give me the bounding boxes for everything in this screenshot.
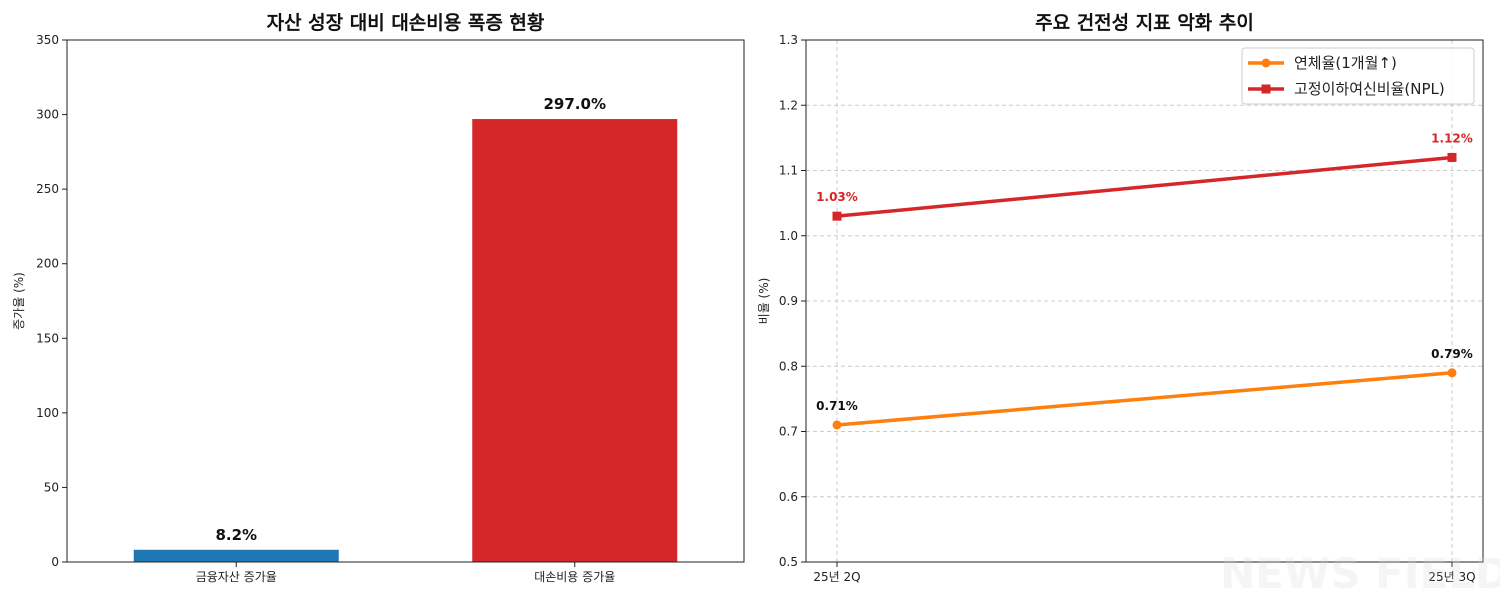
- series-line: [836, 155, 1453, 218]
- bar-value-label: 297.0%: [544, 95, 606, 113]
- y-tick-label: 350: [36, 33, 59, 47]
- x-tick-label: 25년 2Q: [813, 570, 860, 584]
- y-tick-label: 200: [36, 257, 59, 271]
- line-chart-panel: 주요 건전성 지표 악화 추이 0.5 0.6 0.7 0.8 0.9 1.0 1.1 1.2 1…: [757, 12, 1484, 584]
- y-tick-label: 0.5: [779, 555, 798, 569]
- y-axis-label: 비율 (%): [757, 278, 771, 325]
- data-point: [832, 211, 842, 221]
- data-point-label: 1.12%: [1431, 131, 1473, 145]
- data-point-label: 0.79%: [1431, 347, 1473, 361]
- y-tick-label: 1.2: [779, 98, 798, 112]
- bar: [472, 119, 678, 562]
- bar-chart-panel: 자산 성장 대비 대손비용 폭증 현황 0 50 100 150 200 250 300 350…: [12, 11, 745, 584]
- y-tick-label: 0.8: [779, 359, 798, 373]
- data-point: [832, 420, 842, 430]
- y-tick-label: 0: [51, 555, 59, 569]
- plot-frame: [805, 39, 1484, 563]
- plot-frame: [66, 39, 745, 563]
- bar: [133, 549, 339, 562]
- x-tick-label: 금융자산 증가율: [196, 570, 277, 584]
- y-tick-label: 1.1: [779, 164, 798, 178]
- data-point-label: 1.03%: [816, 190, 858, 204]
- legend-label: 연체율(1개월↑): [1294, 54, 1397, 72]
- bar-value-label: 8.2%: [215, 526, 257, 544]
- legend-box: [1241, 47, 1475, 105]
- chart-title: 자산 성장 대비 대손비용 폭증 현황: [267, 11, 545, 34]
- data-point-label: 0.71%: [816, 399, 858, 413]
- y-axis-label: 증가율 (%): [12, 272, 26, 330]
- data-point: [1447, 368, 1457, 378]
- x-tick-label: 25년 3Q: [1428, 570, 1475, 584]
- y-tick-label: 0.7: [779, 425, 798, 439]
- watermark: NEWS FIELD: [1220, 549, 1500, 598]
- y-tick-label: 300: [36, 108, 59, 122]
- y-tick-label: 50: [44, 480, 59, 494]
- y-tick-label: 100: [36, 406, 59, 420]
- chart-title: 주요 건전성 지표 악화 추이: [1035, 12, 1254, 34]
- data-point: [1447, 152, 1457, 162]
- y-tick-label: 0.9: [779, 294, 798, 308]
- legend-marker: [1261, 58, 1271, 68]
- x-tick-label: 대손비용 증가율: [534, 570, 615, 584]
- y-tick-label: 1.0: [779, 229, 798, 243]
- y-tick-label: 250: [36, 182, 59, 196]
- y-tick-label: 0.6: [779, 490, 798, 504]
- y-tick-label: 150: [36, 331, 59, 345]
- series-line: [836, 371, 1453, 427]
- legend-label: 고정이하여신비율(NPL): [1294, 80, 1445, 98]
- y-tick-label: 1.3: [779, 33, 798, 47]
- legend-marker: [1261, 84, 1271, 94]
